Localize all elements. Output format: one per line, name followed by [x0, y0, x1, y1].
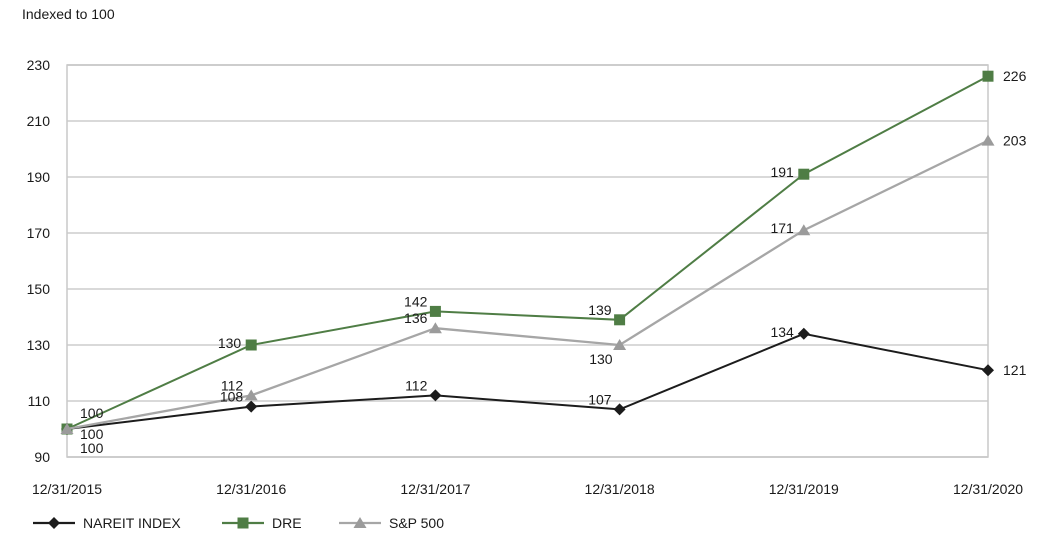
point-label: 134 — [770, 324, 794, 340]
diamond-marker — [613, 403, 626, 416]
square-marker — [429, 305, 441, 317]
triangle-marker — [981, 134, 995, 146]
x-tick-label: 12/31/2020 — [953, 481, 1023, 497]
point-label: 112 — [405, 377, 428, 393]
point-label: 130 — [589, 351, 613, 367]
triangle-marker — [797, 224, 811, 236]
triangle-marker — [244, 389, 258, 401]
square-marker — [982, 70, 994, 82]
y-tick-label: 210 — [27, 113, 51, 129]
series-line — [66, 332, 989, 430]
series-nareit-index — [61, 327, 994, 435]
series-s-p-500 — [60, 134, 995, 434]
point-label: 226 — [1003, 68, 1027, 84]
diamond-marker — [982, 364, 994, 377]
legend-label: S&P 500 — [389, 515, 445, 531]
series-line — [66, 139, 989, 431]
diamond-marker — [245, 400, 258, 413]
plot-border — [66, 64, 989, 458]
dre-square-icon — [222, 517, 264, 529]
triangle-marker — [60, 423, 74, 434]
chart-title: Indexed to 100 — [22, 6, 115, 22]
series-line — [66, 75, 989, 430]
sp500-triangle-icon — [339, 517, 381, 528]
diamond-marker — [429, 389, 442, 402]
triangle-marker — [613, 339, 627, 350]
diamond-marker — [797, 327, 810, 340]
point-label: 121 — [1003, 362, 1027, 378]
x-tick-label: 12/31/2015 — [32, 481, 102, 497]
point-label: 130 — [218, 335, 242, 351]
point-label: 107 — [588, 391, 612, 407]
y-tick-label: 230 — [27, 57, 51, 73]
legend-item-sp500: S&P 500 — [339, 511, 444, 535]
point-label: 139 — [588, 302, 612, 318]
y-tick-label: 150 — [27, 281, 51, 297]
x-axis-tick-labels: 12/31/2015 12/31/2016 12/31/2017 12/31/2018… — [32, 481, 1023, 497]
x-tick-label: 12/31/2018 — [585, 481, 655, 497]
legend-label: DRE — [272, 515, 302, 531]
point-label: 112 — [221, 377, 244, 393]
point-label: 203 — [1003, 133, 1027, 149]
triangle-marker — [428, 322, 442, 334]
chart-legend: NAREIT INDEX DRE S&P 500 — [0, 511, 1050, 537]
legend-item-nareit-index: NAREIT INDEX — [33, 511, 181, 535]
y-axis-tick-labels: 90 110 130 150 170 190 210 230 — [27, 57, 51, 465]
series-dre — [61, 70, 994, 435]
point-label: 142 — [404, 293, 428, 309]
point-label: 171 — [770, 220, 794, 236]
point-label: 136 — [404, 310, 428, 326]
gridlines — [67, 64, 988, 458]
nareit-index-diamond-icon — [33, 517, 75, 529]
x-tick-label: 12/31/2019 — [769, 481, 839, 497]
x-tick-label: 12/31/2016 — [216, 481, 286, 497]
legend-label: NAREIT INDEX — [83, 515, 181, 531]
square-marker — [798, 168, 810, 180]
y-tick-label: 170 — [27, 225, 51, 241]
y-tick-label: 110 — [28, 393, 51, 409]
point-label: 191 — [770, 164, 794, 180]
point-label: 100 — [80, 405, 104, 421]
square-marker — [614, 314, 626, 326]
point-label: 100 — [80, 440, 104, 456]
point-labels: 1001081121071341211001301421391912261001… — [80, 68, 1027, 456]
point-label: 100 — [80, 426, 104, 442]
y-tick-label: 130 — [27, 337, 51, 353]
x-tick-label: 12/31/2017 — [400, 481, 470, 497]
y-tick-label: 90 — [34, 449, 50, 465]
y-tick-label: 190 — [27, 169, 51, 185]
point-label: 108 — [220, 389, 244, 405]
square-marker — [245, 339, 257, 351]
legend-item-dre: DRE — [222, 511, 302, 535]
